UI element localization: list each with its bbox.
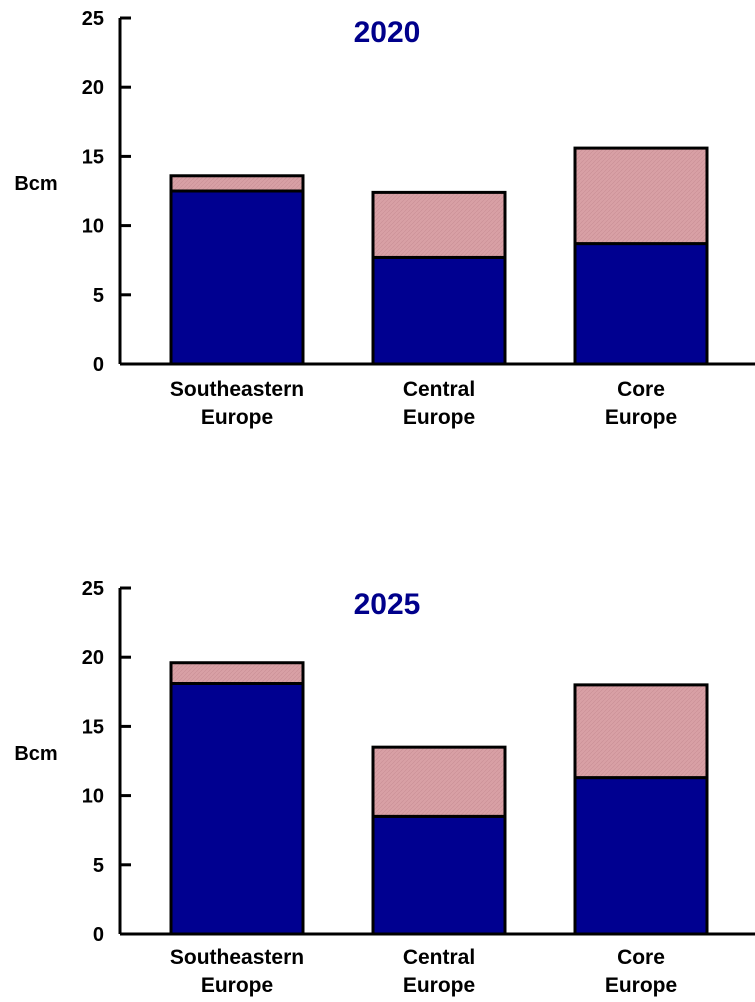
x-tick-label-2025-2-line2: Europe <box>605 974 677 997</box>
y-tick-label-2025-0: 0 <box>93 924 104 946</box>
x-tick-label-2020-1-line1: Central <box>403 378 475 401</box>
bar-2020-2-series-1 <box>573 146 709 246</box>
x-tick-label-2020-2-line1: Core <box>617 378 665 401</box>
y-tick-label-2020-5: 5 <box>93 285 104 307</box>
x-tick-label-2025-1-line1: Central <box>403 946 475 969</box>
x-tick-label-2025-2-line1: Core <box>617 946 665 969</box>
y-tick-label-2020-10: 10 <box>82 216 104 238</box>
y-tick-label-2020-15: 15 <box>82 146 104 168</box>
y-axis-label-2020: Bcm <box>14 173 57 195</box>
bar-2025-1-series-1 <box>371 745 507 818</box>
y-tick-label-2020-0: 0 <box>93 354 104 376</box>
x-tick-label-2020-2-line2: Europe <box>605 406 677 429</box>
y-axis-label-2025: Bcm <box>14 743 57 765</box>
bar-2025-2-series-1 <box>573 683 709 780</box>
y-tick-label-2025-5: 5 <box>93 855 104 877</box>
x-tick-label-2020-0-line1: Southeastern <box>170 378 304 401</box>
y-tick-label-2025-10: 10 <box>82 786 104 808</box>
y-tick-label-2020-25: 25 <box>82 8 104 30</box>
bar-2020-1-series-0 <box>371 255 507 366</box>
bar-2025-1-series-0 <box>371 814 507 936</box>
bar-2025-2-series-0 <box>573 776 709 936</box>
bar-2020-1-series-1 <box>371 190 507 259</box>
y-tick-label-2020-20: 20 <box>82 77 104 99</box>
bar-2025-0-series-0 <box>169 681 305 936</box>
x-tick-label-2025-0-line2: Europe <box>201 974 273 997</box>
bar-2020-2-series-0 <box>573 242 709 366</box>
bar-2020-0-series-1 <box>169 174 305 193</box>
x-tick-label-2025-1-line2: Europe <box>403 974 475 997</box>
y-tick-label-2025-20: 20 <box>82 647 104 669</box>
x-tick-label-2020-1-line2: Europe <box>403 406 475 429</box>
y-tick-label-2025-25: 25 <box>82 578 104 600</box>
bar-2025-0-series-1 <box>169 661 305 685</box>
chart-title-2025: 2025 <box>354 588 421 621</box>
y-tick-label-2025-15: 15 <box>82 716 104 738</box>
x-tick-label-2025-0-line1: Southeastern <box>170 946 304 969</box>
chart-title-2020: 2020 <box>354 16 421 49</box>
x-tick-label-2020-0-line2: Europe <box>201 406 273 429</box>
bar-2020-0-series-0 <box>169 189 305 366</box>
